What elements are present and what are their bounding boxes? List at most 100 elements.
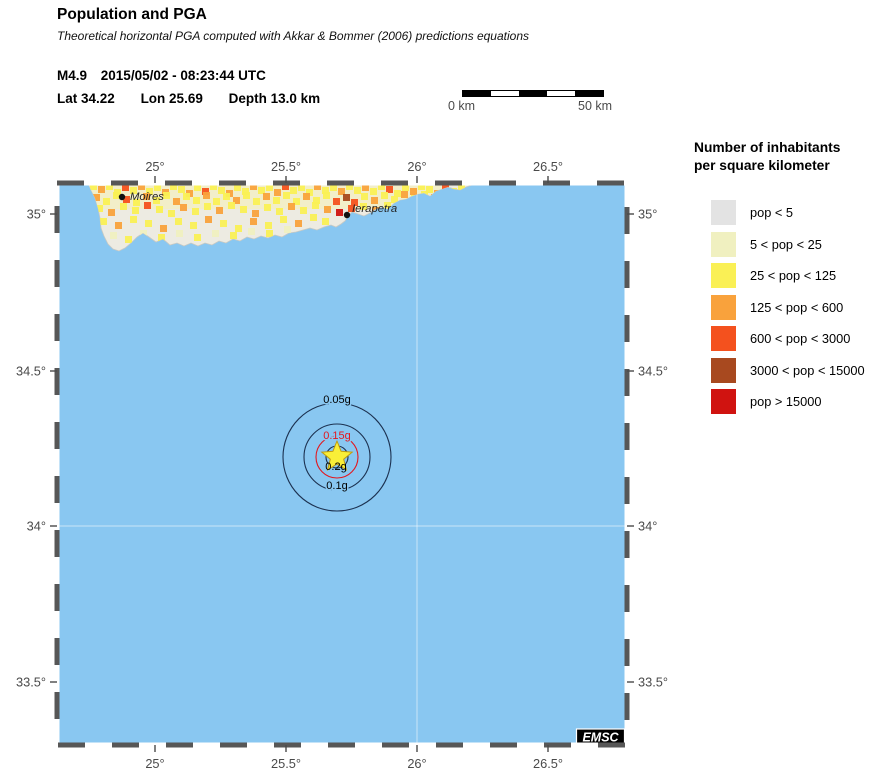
contour-label: 0.1g [326, 480, 347, 492]
population-cell [168, 210, 175, 217]
population-cell [230, 232, 237, 239]
population-cell [336, 209, 343, 216]
population-cell [156, 206, 163, 213]
map-container: 0.05g 0.1g 0.15g 0.2g Moires Ierapetra EMSC … [0, 130, 690, 777]
population-cell [163, 192, 170, 199]
scale-bar-start-label: 0 km [448, 99, 476, 113]
contour-label: 0.15g [323, 430, 351, 442]
legend-item: pop > 15000 [694, 389, 884, 414]
scale-bar-segment [547, 91, 575, 96]
population-cell [138, 183, 145, 190]
population-cell [175, 218, 182, 225]
population-cell [192, 208, 199, 215]
population-cell [212, 230, 219, 237]
population-cell [378, 183, 385, 190]
graticule-lines [57, 183, 627, 745]
population-cell [115, 222, 122, 229]
axis-label-right: 33.5° [638, 675, 668, 690]
axis-label-bottom: 25° [145, 756, 164, 771]
population-cell [204, 203, 211, 210]
population-cell [274, 189, 281, 196]
population-cell [333, 198, 340, 205]
population-cell [346, 183, 353, 190]
population-cell [458, 183, 465, 190]
legend-item-label: pop < 5 [750, 205, 794, 220]
population-cell [258, 187, 265, 194]
population-cell [266, 230, 273, 237]
event-lat: Lat 34.22 [57, 91, 115, 106]
population-cell [418, 183, 425, 190]
population-cell [360, 203, 367, 210]
population-cell [402, 184, 409, 191]
population-cell [103, 198, 110, 205]
population-cell [235, 225, 242, 232]
population-cell [348, 205, 355, 212]
population-cell [223, 193, 230, 200]
page-title: Population and PGA [57, 6, 207, 23]
population-cell [322, 218, 329, 225]
population-cell [276, 208, 283, 215]
legend-swatch [711, 200, 736, 225]
pga-contour [303, 423, 371, 491]
population-cell [295, 220, 302, 227]
population-cell [133, 199, 140, 206]
population-cell [248, 228, 255, 235]
legend-swatch [711, 326, 736, 351]
legend-swatch [711, 389, 736, 414]
axis-label-top: 26° [407, 159, 426, 174]
population-cell [401, 191, 408, 198]
event-magnitude: M4.9 [57, 68, 88, 83]
population-cell [240, 206, 247, 213]
town-label: Ierapetra [352, 203, 397, 215]
population-cell [280, 216, 287, 223]
population-cell [130, 216, 137, 223]
population-cell [250, 218, 257, 225]
axis-label-left: 33.5° [16, 675, 46, 690]
event-lon: Lon 25.69 [140, 91, 203, 106]
emsc-logo: EMSC [575, 728, 626, 745]
event-location: Lat 34.22 Lon 25.69 Depth 13.0 km [57, 91, 320, 106]
population-cell [202, 188, 209, 195]
population-cell [153, 197, 160, 204]
event-datetime: 2015/05/02 - 08:23:44 UTC [100, 68, 266, 83]
population-cell [381, 192, 388, 199]
legend-swatch [711, 231, 736, 257]
pga-contours [282, 402, 392, 512]
population-cell [190, 222, 197, 229]
town-label: Moires [130, 191, 164, 203]
population-cell [100, 218, 107, 225]
population-cell [361, 193, 368, 200]
population-cell [314, 183, 321, 190]
axis-label-left: 34.5° [16, 364, 46, 379]
population-cell [130, 187, 137, 194]
legend-items: pop < 5 5 < pop < 25 25 < pop < 125 125 … [694, 200, 884, 414]
legend-item: 5 < pop < 25 [694, 231, 884, 257]
town-dot [343, 211, 351, 219]
population-cell [205, 216, 212, 223]
population-cell [293, 198, 300, 205]
scale-bar-segment [463, 91, 491, 96]
epicenter-star [320, 439, 354, 471]
legend-item-label: 600 < pop < 3000 [750, 331, 851, 346]
legend-swatch [711, 263, 736, 288]
population-cell [323, 192, 330, 199]
population-cell [220, 220, 227, 227]
axis-label-bottom: 26° [407, 756, 426, 771]
population-cell [113, 192, 120, 199]
scale-bar-segment [491, 91, 519, 96]
population-cell [160, 225, 167, 232]
population-cell [250, 183, 257, 190]
legend-item-label: 3000 < pop < 15000 [750, 362, 865, 378]
population-cell [146, 188, 153, 195]
population-cell [284, 226, 291, 233]
population-cell [306, 189, 313, 196]
scale-bar-segments [462, 90, 604, 97]
population-cell [310, 214, 317, 221]
population-cell [298, 184, 305, 191]
legend-item: 125 < pop < 600 [694, 294, 884, 320]
population-cell [263, 193, 270, 200]
population-cell [210, 183, 217, 190]
legend-item: 600 < pop < 3000 [694, 326, 884, 351]
population-cell [228, 202, 235, 209]
